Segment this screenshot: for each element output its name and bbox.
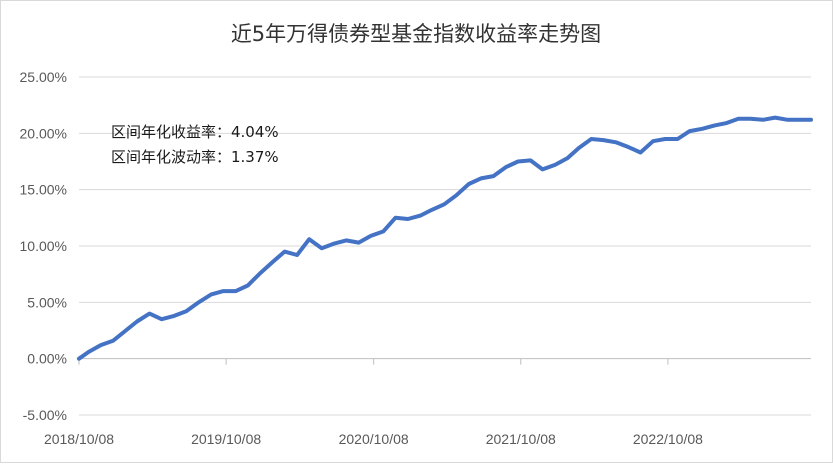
y-axis-tick-labels: -5.00% 0.00% 5.00% 10.00% 15.00% 20.00% 25.00% (20, 69, 67, 423)
x-tick-label: 2021/10/08 (486, 431, 556, 447)
x-tick-label: 2019/10/08 (191, 431, 261, 447)
x-tick-label: 2020/10/08 (339, 431, 409, 447)
y-tick-label: 0.00% (27, 351, 67, 367)
annualized-return-annotation: 区间年化收益率：4.04% (111, 123, 279, 141)
annualized-volatility-annotation: 区间年化波动率：1.37% (111, 148, 279, 166)
x-tick-label: 2022/10/08 (633, 431, 703, 447)
y-tick-label: 25.00% (20, 69, 67, 85)
series-line (77, 115, 813, 361)
x-tick-label: 2018/10/08 (44, 431, 114, 447)
x-axis-tick-labels: 2018/10/08 2019/10/08 2020/10/08 2021/10/08… (44, 431, 703, 447)
y-tick-label: 10.00% (20, 238, 67, 254)
y-tick-label: 15.00% (20, 182, 67, 198)
chart-title: 近5年万得债券型基金指数收益率走势图 (231, 22, 601, 46)
y-tick-label: 20.00% (20, 125, 67, 141)
x-axis (78, 358, 811, 365)
y-tick-label: -5.00% (23, 407, 67, 423)
series-group (77, 115, 813, 361)
y-tick-label: 5.00% (27, 294, 67, 310)
